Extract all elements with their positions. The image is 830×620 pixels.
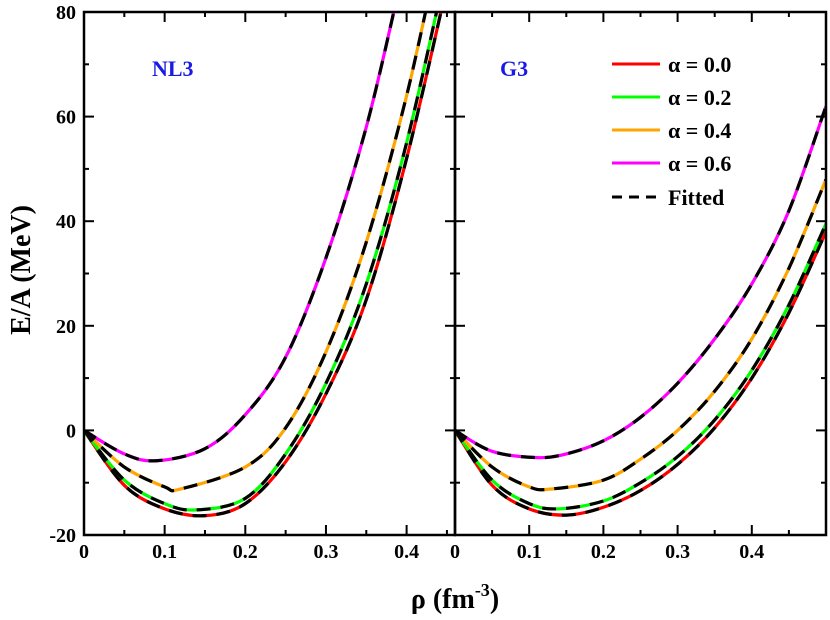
- fitted-line-nl3-alpha-06: [84, 12, 396, 463]
- fitted-line-nl3-alpha-04: [84, 12, 428, 493]
- legend-label-alpha-0-2: α = 0.2: [668, 85, 731, 110]
- legend-label-fitted: Fitted: [668, 185, 724, 210]
- panel-label-g3: G3: [500, 56, 528, 81]
- x-axis-title-sup: -3: [475, 580, 490, 600]
- fitted-line-g3-alpha-02: [455, 223, 826, 511]
- y-tick-label: 40: [56, 211, 76, 233]
- fitted-line-nl3-alpha-02: [84, 12, 439, 512]
- y-tick-label: 0: [66, 420, 76, 442]
- y-axis-title: E/A (MeV): [6, 205, 37, 335]
- y-tick-label: 20: [56, 316, 76, 338]
- x-tick-label: 0.1: [152, 541, 177, 563]
- fitted-line-nl3-alpha-00: [84, 12, 443, 518]
- y-tick-label: 60: [56, 107, 76, 129]
- fitted-line-g3-alpha-00: [455, 230, 826, 517]
- x-axis-title-close: ): [490, 584, 499, 615]
- panel-label-nl3: NL3: [152, 56, 194, 81]
- y-tick-label: -20: [49, 525, 76, 547]
- panel-g3: 0 0.1 0.2 0.3 0.4: [450, 10, 828, 563]
- fitted-line-g3-alpha-06: [455, 105, 826, 460]
- series-line-nl3-alpha-00: [84, 12, 443, 518]
- x-axis-title: ρ (fm-3): [411, 580, 499, 615]
- series-line-g3-alpha-00: [455, 230, 826, 517]
- series-line-nl3-alpha-02: [84, 12, 439, 512]
- curves-g3: [455, 105, 826, 517]
- x-tick-label: 0: [79, 541, 89, 563]
- legend-label-alpha-0-0: α = 0.0: [668, 52, 731, 77]
- x-axis-title-main: ρ (fm: [411, 584, 475, 615]
- x-tick-label: 0.2: [591, 541, 616, 563]
- x-tick-label: 0.3: [313, 541, 338, 563]
- fitted-line-g3-alpha-04: [455, 178, 826, 492]
- x-tick-label: 0.4: [394, 541, 419, 563]
- y-tick-label: 80: [56, 2, 76, 24]
- x-tick-label: 0.4: [739, 541, 764, 563]
- x-tick-label: 0.3: [665, 541, 690, 563]
- series-line-g3-alpha-04: [455, 178, 826, 492]
- legend: α = 0.0 α = 0.2 α = 0.4 α = 0.6 Fitted: [612, 52, 731, 210]
- series-line-nl3-alpha-04: [84, 12, 428, 493]
- curves-nl3: [84, 12, 443, 518]
- legend-label-alpha-0-6: α = 0.6: [668, 151, 731, 176]
- series-line-g3-alpha-06: [455, 105, 826, 460]
- legend-label-alpha-0-4: α = 0.4: [668, 118, 731, 143]
- series-line-g3-alpha-02: [455, 223, 826, 511]
- series-line-nl3-alpha-06: [84, 12, 396, 463]
- x-tick-label: 0: [450, 541, 460, 563]
- x-tick-label: 0.2: [233, 541, 258, 563]
- x-tick-label: 0.1: [517, 541, 542, 563]
- plot-frame-nl3: [82, 10, 457, 537]
